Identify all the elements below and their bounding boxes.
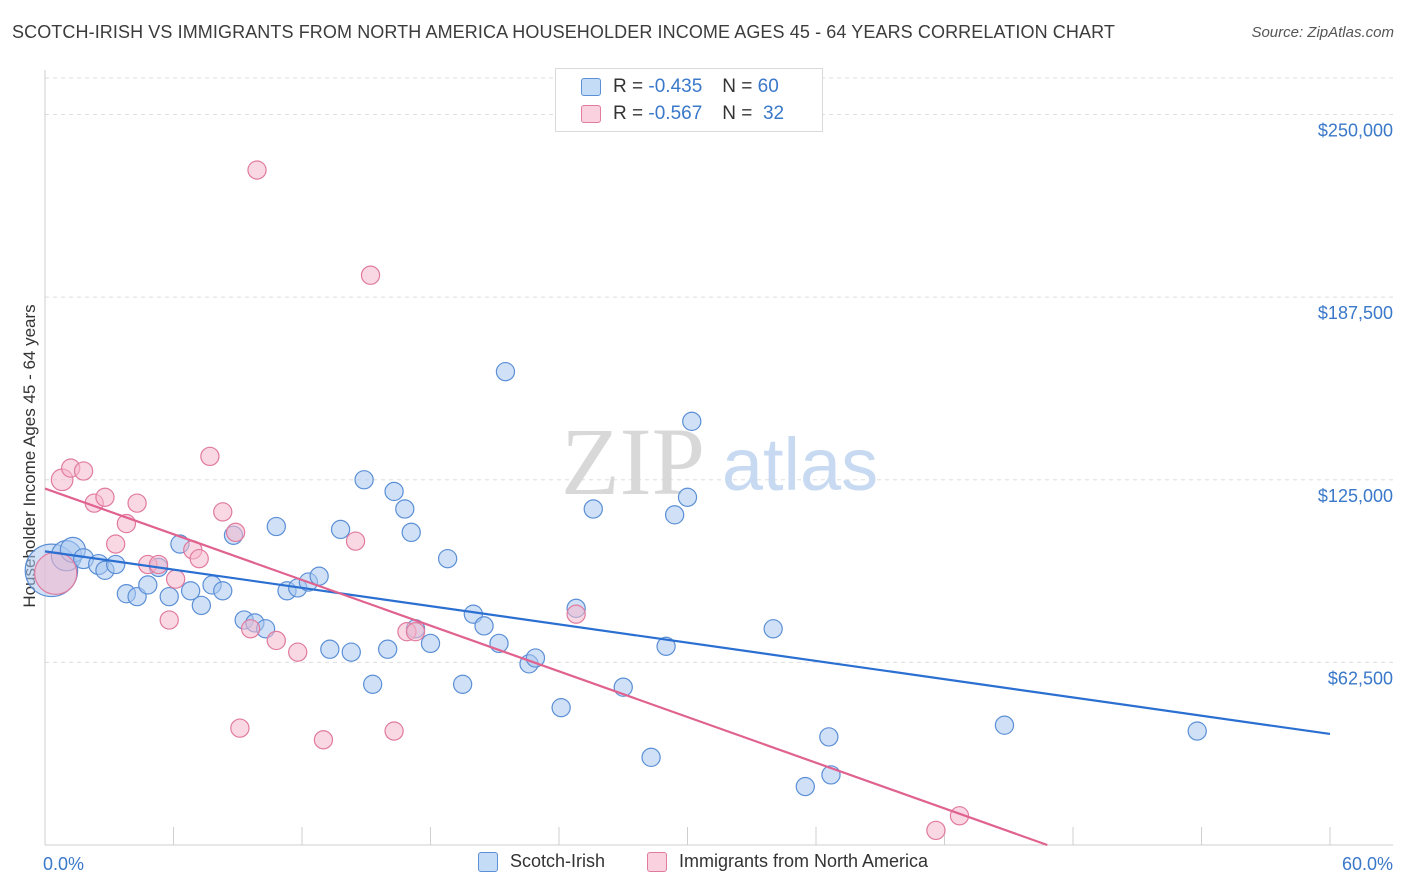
legend-r-value: -0.567: [648, 103, 703, 124]
data-point-immigrants: [240, 619, 261, 639]
data-point-scotch-irish: [354, 470, 374, 490]
data-point-scotch-irish: [377, 639, 398, 659]
data-point-scotch-irish: [320, 639, 340, 659]
data-point-immigrants: [405, 622, 426, 642]
data-point-scotch-irish: [474, 616, 494, 636]
trend-line-scotch-irish: [44, 550, 1331, 736]
data-point-scotch-irish: [525, 648, 546, 668]
watermark-atlas: atlas: [722, 423, 878, 506]
data-point-scotch-irish: [213, 581, 233, 601]
legend-n-label: N =: [722, 103, 753, 124]
x-tick-label: 60.0%: [1342, 854, 1393, 874]
legend-r-label: R =: [613, 76, 644, 97]
series-legend-label: Immigrants from North America: [679, 851, 929, 871]
data-point-scotch-irish: [763, 619, 783, 639]
legend-row-immigrants: R = -0.567 N = 32: [556, 100, 784, 128]
x-tick-label: 0.0%: [43, 854, 84, 874]
chart-title: SCOTCH-IRISH VS IMMIGRANTS FROM NORTH AM…: [12, 22, 1115, 42]
data-point-immigrants: [345, 531, 366, 551]
correlation-legend: R = -0.435 N = 60 R = -0.567 N = 32: [555, 68, 823, 132]
data-point-scotch-irish: [191, 595, 212, 616]
series-legend-immigrants: Immigrants from North America: [647, 851, 928, 872]
data-point-scotch-irish: [641, 747, 661, 768]
data-point-immigrants: [313, 730, 334, 750]
data-point-immigrants: [247, 160, 267, 180]
data-point-immigrants: [95, 487, 115, 507]
data-point-immigrants: [106, 534, 126, 554]
series-legend-label: Scotch-Irish: [510, 851, 606, 871]
data-point-immigrants: [360, 265, 381, 285]
data-point-immigrants: [926, 820, 946, 841]
legend-r-label: R =: [613, 103, 644, 124]
data-point-scotch-irish: [330, 519, 351, 540]
series-legend: Scotch-Irish Immigrants from North Ameri…: [0, 851, 1406, 879]
data-point-scotch-irish: [384, 481, 404, 502]
data-point-immigrants: [165, 569, 186, 589]
data-point-scotch-irish: [395, 499, 415, 519]
data-point-scotch-irish: [341, 642, 361, 662]
legend-n-label: N =: [722, 76, 753, 97]
data-point-scotch-irish: [656, 636, 676, 656]
data-point-scotch-irish: [106, 554, 126, 575]
y-axis-label: Householder Income Ages 45 - 64 years: [20, 304, 39, 607]
legend-swatch-blue: [478, 851, 498, 872]
data-point-scotch-irish: [819, 727, 839, 747]
series-immigrants: [34, 160, 970, 841]
data-point-immigrants: [200, 446, 220, 467]
legend-swatch-pink: [647, 851, 667, 872]
y-tick-label: $187,500: [1318, 303, 1393, 323]
legend-r-value: -0.435: [648, 76, 703, 97]
series-legend-scotch-irish: Scotch-Irish: [478, 851, 605, 872]
data-point-immigrants: [213, 502, 233, 522]
data-point-immigrants: [159, 610, 179, 630]
data-point-immigrants: [266, 630, 286, 651]
data-point-scotch-irish: [664, 505, 685, 525]
data-point-immigrants: [189, 548, 209, 569]
data-point-immigrants: [148, 554, 169, 575]
data-point-scotch-irish: [437, 548, 458, 569]
data-point-scotch-irish: [1187, 721, 1207, 741]
trend-line-immigrants: [44, 487, 1048, 847]
data-point-immigrants: [230, 718, 250, 738]
y-tick-label: $125,000: [1318, 486, 1393, 506]
data-point-immigrants: [127, 493, 147, 513]
legend-swatch-pink: [581, 105, 601, 123]
data-point-scotch-irish: [138, 575, 158, 595]
data-point-scotch-irish: [363, 674, 383, 694]
data-point-scotch-irish: [795, 776, 815, 797]
y-tick-label: $62,500: [1328, 668, 1393, 688]
source-label: Source: ZipAtlas.com: [1251, 24, 1394, 41]
data-point-scotch-irish: [677, 487, 698, 507]
data-point-immigrants: [34, 551, 78, 595]
legend-n-value: 60: [757, 76, 779, 97]
data-point-immigrants: [225, 522, 246, 543]
data-point-scotch-irish: [401, 522, 421, 543]
data-point-immigrants: [288, 642, 308, 662]
data-point-scotch-irish: [309, 566, 329, 586]
data-point-scotch-irish: [495, 361, 516, 382]
data-point-scotch-irish: [682, 411, 702, 431]
legend-row-scotch-irish: R = -0.435 N = 60: [556, 73, 779, 101]
data-point-scotch-irish: [420, 633, 441, 654]
data-point-scotch-irish: [180, 581, 201, 601]
data-point-scotch-irish: [159, 586, 179, 607]
legend-n-value: 32: [762, 103, 785, 124]
data-point-immigrants: [73, 461, 94, 481]
data-point-scotch-irish: [551, 697, 571, 718]
data-point-scotch-irish: [452, 674, 473, 694]
data-point-scotch-irish: [994, 715, 1015, 735]
data-point-scotch-irish: [266, 516, 286, 537]
legend-swatch-blue: [581, 78, 601, 96]
data-point-immigrants: [566, 604, 586, 624]
y-tick-label: $250,000: [1318, 121, 1393, 141]
data-point-immigrants: [384, 721, 404, 741]
data-point-scotch-irish: [583, 499, 603, 519]
